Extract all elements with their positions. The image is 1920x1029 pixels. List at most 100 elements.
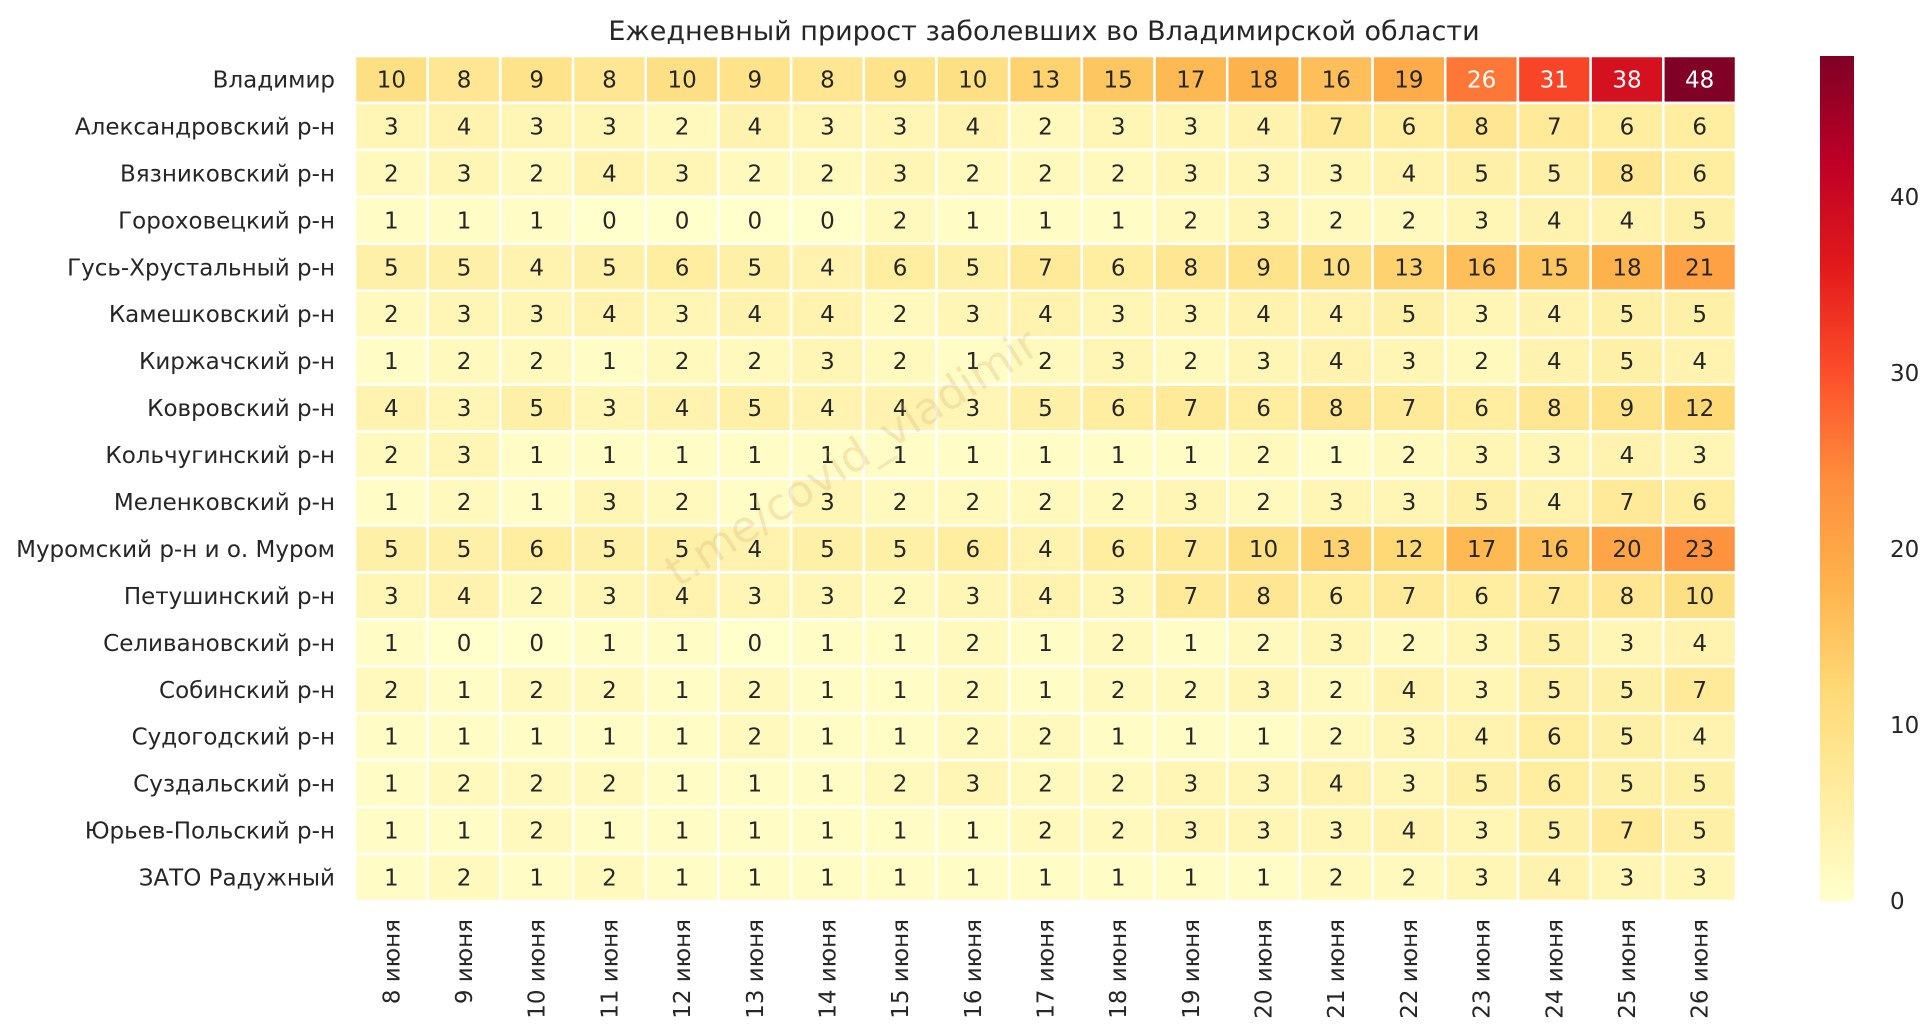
cell-value-label: 12 <box>1394 537 1423 563</box>
heatmap-cell <box>353 101 429 152</box>
cell-value-label: 4 <box>1547 866 1562 892</box>
cell-value-label: 1 <box>1111 443 1126 469</box>
cell-value-label: 16 <box>1322 67 1351 93</box>
heatmap-cell <box>789 852 866 903</box>
cell-value-label: 1 <box>384 725 399 751</box>
cell-value-label: 3 <box>1474 631 1489 657</box>
cell-value-label: 2 <box>529 678 544 704</box>
cell-value-label: 5 <box>1620 302 1635 328</box>
row-label: Кольчугинский р-н <box>105 443 335 469</box>
heatmap-cell <box>1371 758 1447 809</box>
cell-value-label: 1 <box>747 443 762 469</box>
cell-value-label: 3 <box>965 772 980 798</box>
cell-value-label: 5 <box>602 255 617 281</box>
cell-value-label: 2 <box>893 349 908 375</box>
cell-value-label: 10 <box>1685 584 1714 610</box>
cell-value-label: 5 <box>1474 772 1489 798</box>
cell-value-label: 2 <box>1402 443 1417 469</box>
heatmap-cell <box>426 289 502 339</box>
cell-value-label: 1 <box>1184 631 1199 657</box>
cell-value-label: 1 <box>893 678 908 704</box>
cell-value-label: 17 <box>1176 67 1205 93</box>
cell-value-label: 4 <box>1547 490 1562 516</box>
heatmap-cell <box>1153 148 1229 199</box>
cell-value-label: 4 <box>1474 725 1489 751</box>
cell-value-label: 13 <box>1031 67 1060 93</box>
cell-value-label: 2 <box>893 208 908 234</box>
column-label: 11 июня <box>597 919 623 1019</box>
cell-value-label: 5 <box>747 396 762 422</box>
cell-value-label: 5 <box>965 255 980 281</box>
row-label: Меленковский р-н <box>114 490 335 516</box>
cell-value-label: 1 <box>602 349 617 375</box>
column-label: 21 июня <box>1324 919 1350 1019</box>
cell-value-label: 4 <box>965 114 980 140</box>
cell-value-label: 3 <box>820 584 835 610</box>
cell-value-label: 7 <box>1402 584 1417 610</box>
cell-value-label: 1 <box>675 772 690 798</box>
heatmap-cell <box>1589 618 1665 668</box>
cell-value-label: 0 <box>820 208 835 234</box>
cell-value-label: 2 <box>893 584 908 610</box>
cell-value-label: 5 <box>384 537 399 563</box>
colorbar-tick-label: 0 <box>1890 889 1905 915</box>
cell-value-label: 3 <box>602 114 617 140</box>
cell-value-label: 1 <box>893 725 908 751</box>
cell-value-label: 2 <box>457 866 472 892</box>
cell-value-label: 1 <box>529 443 544 469</box>
heatmap-cell <box>789 195 866 246</box>
cell-value-label: 4 <box>820 255 835 281</box>
heatmap-cell <box>426 477 502 527</box>
cell-value-label: 15 <box>1540 255 1569 281</box>
heatmap-cell <box>1589 571 1665 621</box>
row-label: Судогодский р-н <box>132 725 335 751</box>
cell-value-label: 5 <box>384 255 399 281</box>
heatmap-cell <box>1589 805 1665 856</box>
row-label: Суздальский р-н <box>133 772 335 798</box>
heatmap-cell <box>1225 524 1302 574</box>
heatmap-cell <box>1225 571 1302 621</box>
cell-value-label: 6 <box>1111 396 1126 422</box>
cell-value-label: 16 <box>1467 255 1496 281</box>
heatmap-cell <box>1153 805 1229 856</box>
heatmap-cell <box>1298 336 1374 386</box>
heatmap-cell <box>353 242 429 292</box>
cell-value-label: 7 <box>1547 114 1562 140</box>
cell-value-label: 3 <box>893 114 908 140</box>
cell-value-label: 0 <box>675 208 690 234</box>
cell-value-label: 3 <box>457 302 472 328</box>
cell-value-label: 2 <box>1329 866 1344 892</box>
row-label: Ковровский р-н <box>147 396 335 422</box>
cell-value-label: 4 <box>1547 302 1562 328</box>
cell-value-label: 2 <box>675 490 690 516</box>
heatmap-cell <box>1516 336 1592 386</box>
cell-value-label: 2 <box>1038 161 1053 187</box>
cell-value-label: 6 <box>1256 396 1271 422</box>
cell-value-label: 3 <box>529 114 544 140</box>
cell-value-label: 0 <box>747 631 762 657</box>
heatmap-cell <box>862 289 938 339</box>
cell-value-label: 2 <box>602 772 617 798</box>
cell-value-label: 4 <box>747 114 762 140</box>
cell-value-label: 1 <box>965 208 980 234</box>
cell-value-label: 2 <box>965 631 980 657</box>
heatmap-cell <box>353 336 429 386</box>
heatmap-cell <box>1444 665 1520 715</box>
cell-value-label: 7 <box>1692 678 1707 704</box>
heatmap-cell <box>1444 711 1520 762</box>
cell-value-label: 8 <box>1329 396 1344 422</box>
heatmap-cell <box>717 336 793 386</box>
cell-value-label: 1 <box>820 819 835 845</box>
cell-value-label: 3 <box>820 114 835 140</box>
heatmap-cell <box>935 711 1011 762</box>
cell-value-label: 5 <box>1547 819 1562 845</box>
heatmap-cell <box>862 383 938 433</box>
heatmap-cell <box>1371 665 1447 715</box>
cell-value-label: 2 <box>1038 114 1053 140</box>
heatmap-cell <box>717 477 793 527</box>
cell-value-label: 7 <box>1620 490 1635 516</box>
column-label: 18 июня <box>1106 919 1132 1019</box>
column-label: 22 июня <box>1397 919 1423 1019</box>
cell-value-label: 1 <box>1184 725 1199 751</box>
